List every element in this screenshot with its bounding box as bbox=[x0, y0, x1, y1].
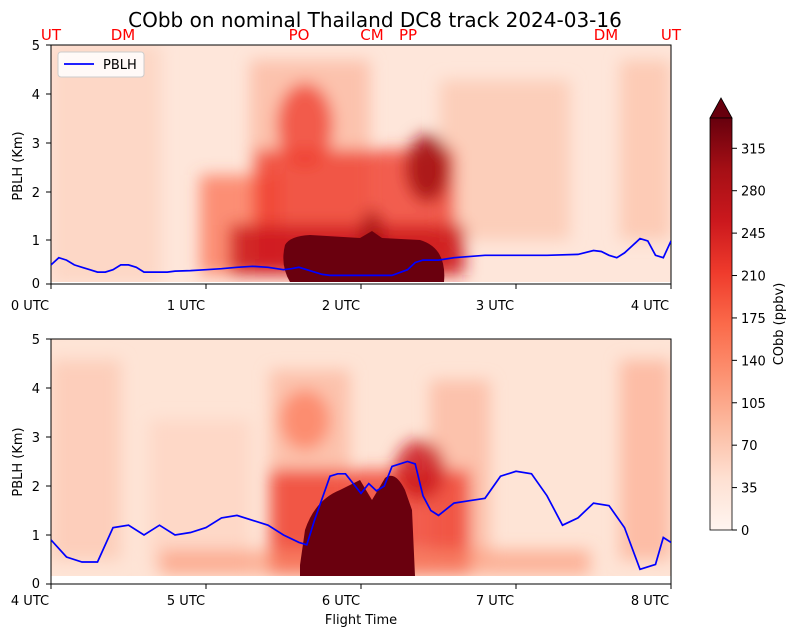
x-tick-label: 2 UTC bbox=[322, 299, 360, 314]
x-tick-label: 5 UTC bbox=[167, 594, 205, 609]
legend: PBLH bbox=[57, 51, 145, 78]
colorbar-tick-label: 0 bbox=[741, 524, 749, 539]
heat-blob bbox=[620, 60, 671, 240]
bottom-heatmap bbox=[51, 339, 671, 584]
x-tick-label: 3 UTC bbox=[476, 299, 514, 314]
heat-blob bbox=[51, 45, 161, 284]
x-axis-label: Flight Time bbox=[325, 613, 397, 628]
colorbar-tick-label: 315 bbox=[741, 142, 766, 157]
colorbar: 0 35 70 105 140 175 210 245 280 315 CObb (ppbv) bbox=[709, 97, 787, 539]
heat-blob bbox=[440, 80, 570, 240]
y-tick-label: 1 bbox=[32, 529, 40, 544]
pblh-line-bottom bbox=[51, 460, 671, 571]
colorbar-tick-label: 105 bbox=[741, 397, 766, 412]
top-panel: 0 1 2 3 4 5 0 UTC 1 UTC 2 UTC 3 UTC 4 UT… bbox=[11, 39, 672, 314]
site-label: DM bbox=[111, 26, 136, 44]
x-tick-label: 0 UTC bbox=[11, 299, 49, 314]
site-label: UT bbox=[41, 26, 62, 44]
y-tick-label: 3 bbox=[32, 137, 40, 152]
pblh-line-top bbox=[51, 237, 671, 277]
x-tick-label: 4 UTC bbox=[11, 594, 49, 609]
colorbar-ticks: 0 35 70 105 140 175 210 245 280 315 bbox=[732, 142, 766, 539]
site-label: PO bbox=[289, 26, 310, 44]
heat-blob bbox=[51, 360, 121, 560]
colorbar-tick-label: 175 bbox=[741, 312, 766, 327]
heat-blob bbox=[280, 390, 330, 450]
y-tick-label: 4 bbox=[32, 88, 40, 103]
y-tick-label: 0 bbox=[32, 577, 40, 592]
legend-box bbox=[57, 51, 145, 78]
colorbar-tick-label: 140 bbox=[741, 354, 766, 369]
x-tick-label: 8 UTC bbox=[631, 594, 669, 609]
heat-blob bbox=[277, 83, 333, 167]
y-tick-label: 2 bbox=[32, 480, 40, 495]
colorbar-tick-label: 280 bbox=[741, 185, 766, 200]
site-label: UT bbox=[661, 26, 682, 44]
colorbar-tick-label: 245 bbox=[741, 227, 766, 242]
y-ticks-top: 0 1 2 3 4 5 bbox=[32, 39, 51, 292]
legend-label: PBLH bbox=[103, 58, 137, 73]
heat-core bbox=[300, 475, 415, 576]
y-tick-label: 4 bbox=[32, 382, 40, 397]
x-tick-label: 7 UTC bbox=[476, 594, 514, 609]
colorbar-extend-arrow bbox=[709, 97, 733, 119]
x-tick-label: 1 UTC bbox=[167, 299, 205, 314]
y-tick-label: 0 bbox=[32, 277, 40, 292]
heat-blob bbox=[150, 420, 250, 570]
colorbar-tick-label: 210 bbox=[741, 270, 766, 285]
heat-floor-mask bbox=[51, 576, 671, 584]
site-label: DM bbox=[594, 26, 619, 44]
y-axis-label-top: PBLH (Km) bbox=[11, 131, 26, 200]
heat-blob bbox=[406, 134, 450, 202]
colorbar-tick-label: 35 bbox=[741, 482, 758, 497]
bottom-panel: 0 1 2 3 4 5 4 UTC 5 UTC 6 UTC 7 UTC 8 UT… bbox=[11, 333, 672, 628]
heat-core bbox=[283, 231, 445, 282]
y-tick-label: 5 bbox=[32, 333, 40, 348]
site-label: CM bbox=[360, 26, 383, 44]
x-ticks-bottom: 4 UTC 5 UTC 6 UTC 7 UTC 8 UTC bbox=[11, 584, 672, 609]
y-tick-label: 3 bbox=[32, 431, 40, 446]
site-labels: UT DM PO CM PP DM UT bbox=[41, 26, 682, 44]
site-label: PP bbox=[399, 26, 417, 44]
y-axis-label-bottom: PBLH (Km) bbox=[11, 427, 26, 496]
y-tick-label: 2 bbox=[32, 186, 40, 201]
x-tick-label: 4 UTC bbox=[631, 299, 669, 314]
colorbar-label: CObb (ppbv) bbox=[772, 283, 787, 366]
chart-title: CObb on nominal Thailand DC8 track 2024-… bbox=[128, 8, 622, 32]
heat-floor-mask bbox=[51, 282, 671, 284]
y-tick-label: 5 bbox=[32, 39, 40, 54]
colorbar-gradient bbox=[709, 117, 733, 531]
heat-blob bbox=[395, 440, 445, 500]
top-heatmap bbox=[51, 45, 671, 284]
x-tick-label: 6 UTC bbox=[322, 594, 360, 609]
colorbar-tick-label: 70 bbox=[741, 439, 758, 454]
heat-blob bbox=[620, 360, 671, 560]
y-tick-label: 1 bbox=[32, 234, 40, 249]
x-ticks-top: 0 UTC 1 UTC 2 UTC 3 UTC 4 UTC bbox=[11, 284, 672, 314]
y-ticks-bottom: 0 1 2 3 4 5 bbox=[32, 333, 51, 592]
